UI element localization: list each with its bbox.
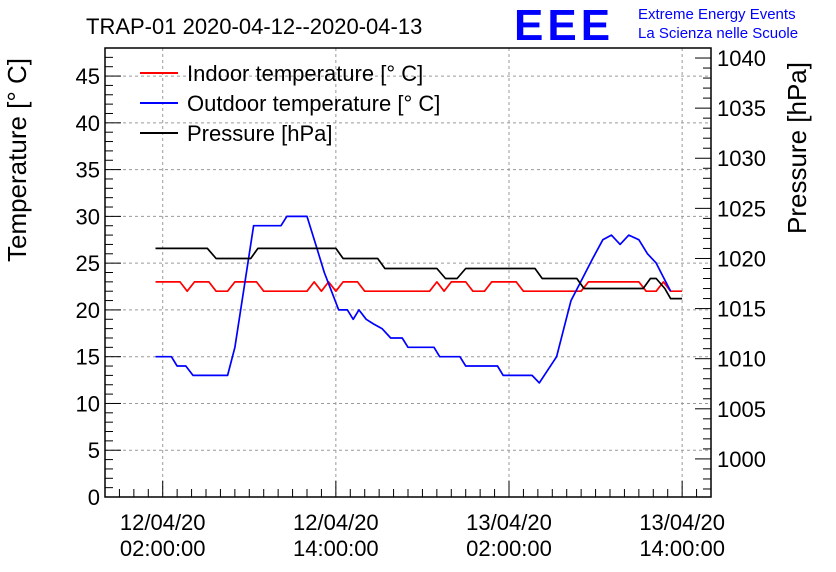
y-tick-label-8: 40: [76, 111, 100, 136]
plot-series: [155, 215, 683, 384]
series-line-1: [155, 215, 672, 384]
y2-tick-label-8: 1040: [717, 46, 766, 71]
y-tick-label-5: 25: [76, 251, 100, 276]
x-tick-label-time-3: 14:00:00: [639, 536, 725, 561]
x-tick-label-date-2: 13/04/20: [466, 510, 552, 535]
y-axis-label: Temperature [° C]: [2, 58, 32, 262]
logo: EEE Extreme Energy Events La Scienza nel…: [514, 1, 798, 50]
y2-tick-label-4: 1020: [717, 246, 766, 271]
y2-tick-label-1: 1005: [717, 397, 766, 422]
logo-line-2: La Scienza nelle Scuole: [638, 25, 798, 42]
x-tick-label-date-1: 12/04/20: [293, 510, 379, 535]
grid: [105, 48, 711, 497]
x-tick-label-time-2: 02:00:00: [466, 536, 552, 561]
y2-tick-label-7: 1035: [717, 96, 766, 121]
y-tick-label-0: 0: [88, 485, 100, 510]
x-tick-label-date-0: 12/04/20: [120, 510, 206, 535]
y-tick-label-9: 45: [76, 64, 100, 89]
y2-tick-label-5: 1025: [717, 196, 766, 221]
y2-tick-label-6: 1030: [717, 146, 766, 171]
y-tick-label-4: 20: [76, 298, 100, 323]
series-line-0: [155, 281, 683, 293]
series-line-2: [155, 247, 683, 300]
legend-entry-2: Pressure [hPa]: [187, 121, 333, 146]
y-tick-label-1: 5: [88, 438, 100, 463]
logo-line-1: Extreme Energy Events: [638, 6, 796, 23]
y-tick-label-3: 15: [76, 345, 100, 370]
x-tick-label-time-1: 14:00:00: [293, 536, 379, 561]
logo-mark: EEE: [514, 1, 614, 50]
y-tick-label-6: 30: [76, 204, 100, 229]
y2-axis-label: Pressure [hPa]: [782, 62, 812, 234]
y2-tick-label-2: 1010: [717, 347, 766, 372]
y-tick-label-2: 10: [76, 391, 100, 416]
y2-tick-label-0: 1000: [717, 447, 766, 472]
y-tick-label-7: 35: [76, 158, 100, 183]
legend-entry-0: Indoor temperature [° C]: [187, 61, 423, 86]
y2-tick-label-3: 1015: [717, 297, 766, 322]
chart-title: TRAP-01 2020-04-12--2020-04-13: [86, 14, 422, 39]
legend: Indoor temperature [° C] Outdoor temperat…: [140, 61, 440, 146]
axes: 0510152025303540451000100510101015102010…: [76, 46, 766, 561]
x-tick-label-date-3: 13/04/20: [639, 510, 725, 535]
legend-entry-1: Outdoor temperature [° C]: [187, 91, 440, 116]
x-tick-label-time-0: 02:00:00: [120, 536, 206, 561]
